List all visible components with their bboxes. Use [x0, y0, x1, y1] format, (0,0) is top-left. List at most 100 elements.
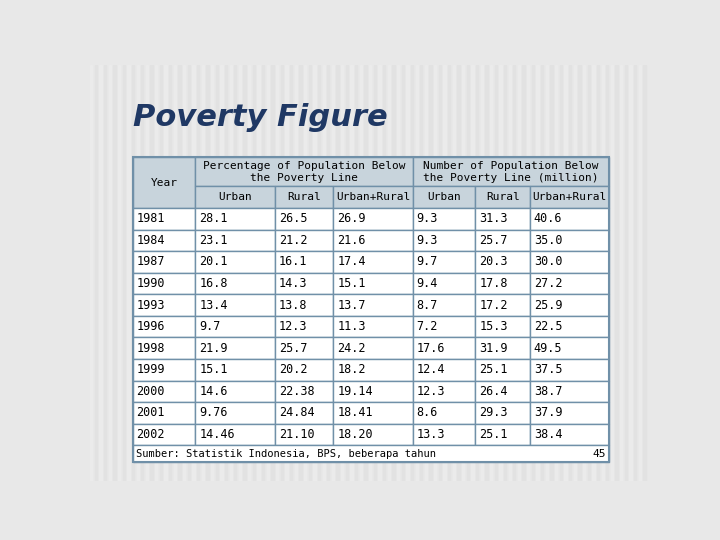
Bar: [413, 273, 475, 294]
Bar: [406, 65, 408, 481]
Bar: [453, 65, 455, 481]
Bar: [485, 65, 487, 481]
Bar: [195, 294, 275, 316]
Text: 17.8: 17.8: [480, 277, 508, 290]
Text: 17.6: 17.6: [417, 342, 445, 355]
Text: 38.7: 38.7: [534, 385, 562, 398]
Bar: [132, 251, 195, 273]
Bar: [155, 65, 158, 481]
Bar: [369, 65, 372, 481]
Bar: [248, 65, 251, 481]
Bar: [132, 423, 195, 445]
Text: 20.1: 20.1: [199, 255, 228, 268]
Bar: [132, 65, 134, 481]
Bar: [309, 65, 311, 481]
Bar: [195, 157, 413, 186]
Bar: [625, 65, 627, 481]
Bar: [530, 338, 609, 359]
Text: 23.1: 23.1: [199, 234, 228, 247]
Text: 18.20: 18.20: [337, 428, 373, 441]
Bar: [490, 65, 492, 481]
Bar: [262, 65, 264, 481]
Text: 1981: 1981: [137, 212, 165, 225]
Bar: [99, 65, 102, 481]
Text: Year: Year: [150, 178, 178, 187]
Bar: [333, 423, 413, 445]
Bar: [413, 208, 475, 230]
Bar: [195, 208, 275, 230]
Bar: [355, 65, 357, 481]
Bar: [113, 65, 116, 481]
Bar: [243, 65, 246, 481]
Bar: [327, 65, 330, 481]
Bar: [481, 65, 483, 481]
Bar: [569, 65, 571, 481]
Bar: [275, 251, 333, 273]
Bar: [476, 65, 478, 481]
Bar: [333, 381, 413, 402]
Bar: [504, 65, 506, 481]
Bar: [275, 208, 333, 230]
Bar: [104, 65, 107, 481]
Bar: [132, 359, 195, 381]
Bar: [392, 65, 395, 481]
Bar: [304, 65, 306, 481]
Bar: [275, 294, 333, 316]
Text: 38.4: 38.4: [534, 428, 562, 441]
Bar: [132, 338, 195, 359]
Bar: [346, 65, 348, 481]
Bar: [364, 65, 366, 481]
Text: 26.9: 26.9: [337, 212, 366, 225]
Bar: [434, 65, 436, 481]
Bar: [475, 186, 530, 208]
Bar: [475, 294, 530, 316]
Bar: [601, 65, 604, 481]
Bar: [550, 65, 553, 481]
Text: 18.2: 18.2: [337, 363, 366, 376]
Bar: [195, 359, 275, 381]
Text: 8.7: 8.7: [417, 299, 438, 312]
Text: 1998: 1998: [137, 342, 165, 355]
Text: 28.1: 28.1: [199, 212, 228, 225]
Bar: [499, 65, 502, 481]
Text: 17.4: 17.4: [337, 255, 366, 268]
Bar: [527, 65, 529, 481]
Bar: [333, 316, 413, 338]
Bar: [300, 65, 302, 481]
Bar: [160, 65, 162, 481]
Text: 8.6: 8.6: [417, 406, 438, 420]
Bar: [174, 65, 176, 481]
Bar: [620, 65, 622, 481]
Text: 9.3: 9.3: [417, 234, 438, 247]
Bar: [122, 65, 125, 481]
Bar: [475, 359, 530, 381]
Bar: [132, 273, 195, 294]
Text: Rural: Rural: [486, 192, 520, 202]
Bar: [559, 65, 562, 481]
Text: 14.46: 14.46: [199, 428, 235, 441]
Bar: [195, 338, 275, 359]
Bar: [495, 65, 497, 481]
Text: 9.7: 9.7: [417, 255, 438, 268]
Text: 20.3: 20.3: [480, 255, 508, 268]
Bar: [333, 402, 413, 423]
Bar: [313, 65, 315, 481]
Text: 29.3: 29.3: [480, 406, 508, 420]
Bar: [275, 381, 333, 402]
Bar: [606, 65, 608, 481]
Bar: [532, 65, 534, 481]
Text: 2002: 2002: [137, 428, 165, 441]
Bar: [275, 316, 333, 338]
Text: 27.2: 27.2: [534, 277, 562, 290]
Bar: [530, 381, 609, 402]
Text: Poverty Figure: Poverty Figure: [132, 103, 387, 132]
Bar: [611, 65, 613, 481]
Bar: [195, 230, 275, 251]
Text: 21.10: 21.10: [279, 428, 314, 441]
Bar: [475, 230, 530, 251]
Text: 9.7: 9.7: [199, 320, 220, 333]
Text: Number of Population Below
the Poverty Line (million): Number of Population Below the Poverty L…: [423, 161, 599, 183]
Text: 26.4: 26.4: [480, 385, 508, 398]
Bar: [333, 294, 413, 316]
Text: 1987: 1987: [137, 255, 165, 268]
